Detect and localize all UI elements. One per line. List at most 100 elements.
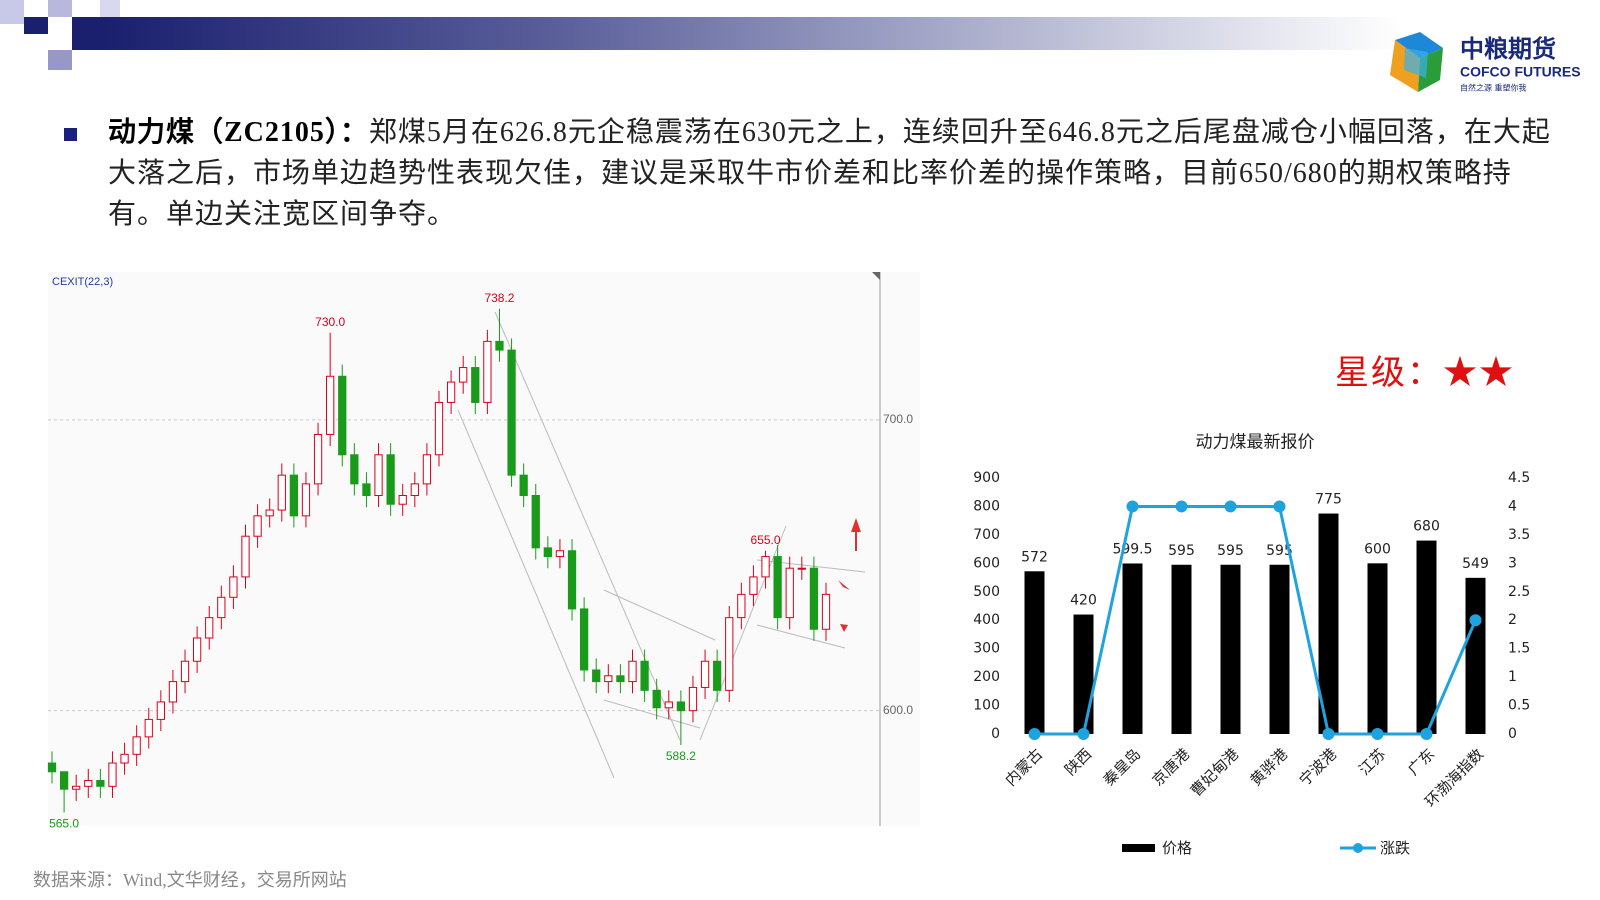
candle-body <box>180 660 190 683</box>
candle-body <box>241 535 250 578</box>
y-tick-label: 900 <box>973 470 1000 486</box>
logo-slogan: 自然之源 重塑你我 <box>1460 83 1527 93</box>
header-square <box>24 17 48 34</box>
candle-body <box>313 433 323 485</box>
candle-body <box>446 381 456 403</box>
candle-body <box>229 576 238 598</box>
trend-lines <box>457 311 866 779</box>
y-tick-label: 600 <box>973 555 1000 571</box>
candle-body <box>737 593 746 619</box>
candle-body <box>700 660 710 688</box>
candle-body <box>217 596 226 619</box>
x-tick-label: 曹妃甸港 <box>1187 745 1242 800</box>
x-tick-label: 广东 <box>1404 745 1438 779</box>
candle-body <box>96 779 105 787</box>
data-label: 775 <box>1315 492 1342 508</box>
bar <box>1122 563 1143 734</box>
line-point <box>1126 500 1139 513</box>
candle-body <box>495 340 504 351</box>
y-tick-label: 700 <box>973 527 1000 543</box>
header-square <box>48 0 72 17</box>
candle-body <box>422 454 432 485</box>
line-point <box>1175 500 1188 513</box>
candle-body <box>664 701 673 709</box>
candle-body <box>483 340 492 403</box>
legend-label: 涨跌 <box>1380 839 1410 857</box>
candle-body <box>652 689 661 709</box>
candle-body <box>253 515 262 537</box>
x-tick-label: 宁波港 <box>1296 745 1341 790</box>
candle-body <box>543 547 552 558</box>
legend-label: 价格 <box>1162 839 1192 857</box>
paragraph-heading: 动力煤（ZC2105）： <box>108 117 369 148</box>
candle-body <box>277 474 286 511</box>
line-point <box>1273 500 1286 513</box>
y-tick-label: 600.0 <box>883 703 913 717</box>
candle-body <box>338 375 347 456</box>
y-tick-label: 300 <box>973 641 1000 657</box>
y2-tick-label: 3.5 <box>1508 527 1530 543</box>
candle-body <box>120 753 129 764</box>
data-label: 595 <box>1217 543 1244 559</box>
y-tick-label: 500 <box>973 584 1000 600</box>
bar <box>1024 571 1045 734</box>
paragraph-text: 郑煤5月在626.8元企稳震荡在630元之上，连续回升至646.8元之后尾盘减仓… <box>108 117 1551 230</box>
x-tick-label: 秦皇岛 <box>1100 745 1145 790</box>
line <box>1034 504 1477 736</box>
indicator-label: CEXIT(22,3) <box>52 276 113 288</box>
candle-body <box>713 660 722 691</box>
y-tick-label: 800 <box>973 498 1000 514</box>
line-point <box>1077 728 1090 740</box>
candle-body <box>628 660 637 683</box>
data-label: 572 <box>1021 549 1048 565</box>
data-label: 600 <box>1364 541 1391 557</box>
candle-body <box>350 454 359 485</box>
x-tick-label: 京唐港 <box>1149 745 1194 790</box>
x-tick-label: 黄骅港 <box>1247 745 1292 790</box>
header-band <box>100 17 1400 50</box>
legend-swatch <box>1122 844 1155 852</box>
extreme-label: 738.2 <box>484 291 514 305</box>
bar <box>1318 513 1339 734</box>
candle-body <box>616 675 625 683</box>
candle-body <box>592 669 601 683</box>
candle-body <box>132 736 141 755</box>
panel-corner <box>872 272 880 280</box>
paragraph: 动力煤（ZC2105）：郑煤5月在626.8元企稳震荡在630元之上，连续回升至… <box>108 112 1563 235</box>
candle-body <box>531 495 540 549</box>
rating: 星级：★★ <box>1335 355 1515 392</box>
candle-body <box>797 567 806 570</box>
x-tick-label: 内蒙古 <box>1002 745 1047 790</box>
y2-tick-label: 0 <box>1508 726 1517 742</box>
y2-tick-label: 4.5 <box>1508 470 1530 486</box>
line-point <box>1371 728 1384 740</box>
candle-body <box>289 474 299 517</box>
candle-body <box>725 617 734 691</box>
extreme-label: 565.0 <box>49 817 79 831</box>
candle-body <box>471 367 480 403</box>
logo-english: COFCO FUTURES <box>1460 64 1581 80</box>
y2-tick-label: 1 <box>1508 669 1517 685</box>
candle-body <box>374 454 383 496</box>
candle-body <box>386 454 395 505</box>
candle-body <box>567 550 577 610</box>
candle-body <box>72 785 81 790</box>
bar <box>1073 614 1094 734</box>
data-label: 420 <box>1070 593 1097 609</box>
candle-body <box>761 556 770 578</box>
logo-name: 中粮期货 <box>1460 35 1556 63</box>
candle-body <box>519 474 528 497</box>
y2-tick-label: 2.5 <box>1508 584 1530 600</box>
header-square <box>100 0 120 17</box>
candle-body <box>459 367 468 383</box>
candle-body <box>47 762 57 773</box>
data-label: 595 <box>1266 543 1293 559</box>
x-tick-label: 江苏 <box>1355 745 1389 779</box>
candle-body <box>84 779 93 787</box>
candle-body <box>362 483 371 496</box>
extreme-label: 588.2 <box>666 749 696 763</box>
header-square <box>72 17 100 50</box>
line-point <box>1322 728 1335 740</box>
candle-body <box>108 762 117 787</box>
